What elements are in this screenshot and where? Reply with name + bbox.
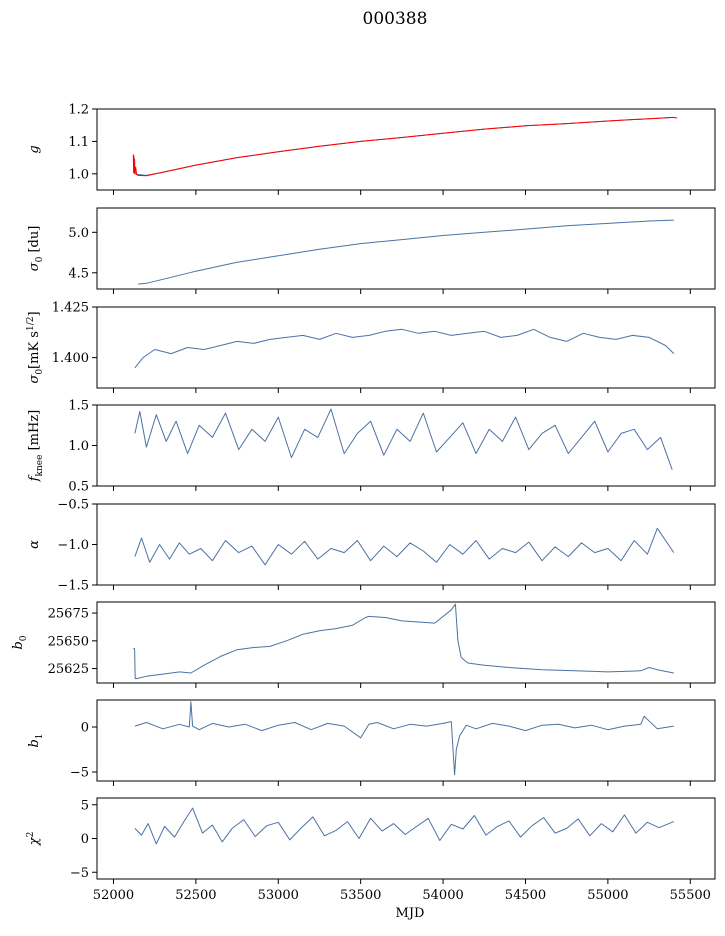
sigma0-mks-ytick-label: 1.425: [52, 301, 89, 316]
g-y-axis-label: g: [27, 145, 42, 153]
alpha-ytick-label: −1.5: [57, 579, 89, 594]
g-series-1-line: [132, 116, 678, 177]
b1-series-0-line: [134, 701, 674, 776]
xtick-label: 54500: [505, 888, 546, 903]
panel-chi2: −5 0 5 52000 52500 53000 53500 54000 54500 55000 5…: [26, 797, 716, 921]
subplot-stack: 1.0 1.1 1.2 g 4.5 5.0 σ0 [du] 1.400 1.425 σ0[mK s…: [11, 103, 716, 921]
chi2-axes-frame: [96, 797, 716, 880]
sigma0-du-ytick-label: 5.0: [68, 226, 89, 241]
g-ytick-label: 1.2: [68, 103, 89, 118]
g-ytick-label: 1.0: [68, 167, 89, 182]
xtick-label: 52500: [175, 888, 216, 903]
g-series-0-line: [133, 116, 674, 176]
xtick-label: 53000: [258, 888, 299, 903]
chi2-ytick-label: 0: [81, 832, 89, 847]
fknee-series-0-line: [134, 408, 673, 470]
b0-ytick-label: 25625: [48, 662, 89, 677]
chi2-ytick-label: −5: [70, 866, 89, 881]
xtick-label: 52000: [93, 888, 134, 903]
b1-ytick-label: −5: [70, 766, 89, 781]
fknee-ytick-label: 1.5: [68, 399, 89, 414]
alpha-axes-frame: [96, 503, 716, 586]
sigma0-mks-y-axis-label: σ0[mK s1/2]: [26, 311, 45, 383]
sigma0-du-ytick-label: 4.5: [68, 266, 89, 281]
xtick-label: 53500: [340, 888, 381, 903]
g-ytick-label: 1.1: [68, 135, 89, 150]
alpha-series-0-line: [134, 527, 675, 566]
b1-y-axis-label: b1: [27, 733, 45, 747]
chi2-y-axis-label: χ2: [26, 832, 42, 847]
panel-fknee: 0.5 1.0 1.5 fknee [mHz]: [27, 399, 716, 495]
xtick-label: 54000: [422, 888, 463, 903]
panel-sigma0-du: 4.5 5.0 σ0 [du]: [27, 207, 716, 294]
b0-y-axis-label: b0: [11, 635, 29, 649]
b1-ytick-label: 0: [81, 721, 89, 736]
chi2-ytick-label: 5: [81, 798, 89, 813]
panel-b0: 25625 25650 25675 b0: [11, 601, 716, 688]
sigma0-du-series-0-line: [138, 219, 674, 285]
figure-title: 000388: [363, 9, 428, 29]
b0-ytick-label: 25650: [48, 634, 89, 649]
sigma0-mks-axes-frame: [96, 306, 716, 389]
alpha-y-axis-label: α: [27, 540, 42, 549]
xtick-label: 55000: [587, 888, 628, 903]
panel-g: 1.0 1.1 1.2 g: [27, 103, 716, 195]
b1-axes-frame: [96, 699, 716, 782]
panel-b1: −5 0 b1: [27, 699, 716, 786]
panel-sigma0-mks: 1.400 1.425 σ0[mK s1/2]: [26, 301, 716, 393]
g-axes-frame: [96, 108, 716, 191]
fknee-ytick-label: 0.5: [68, 480, 89, 495]
fknee-ytick-label: 1.0: [68, 439, 89, 454]
panel-alpha: −1.5 −1.0 −0.5 α: [27, 498, 716, 594]
b0-axes-frame: [96, 601, 716, 684]
sigma0-mks-series-0-line: [134, 328, 675, 369]
x-axis-label: MJD: [396, 906, 425, 921]
fknee-axes-frame: [96, 404, 716, 487]
sigma0-du-y-axis-label: σ0 [du]: [27, 226, 45, 272]
b0-ytick-label: 25675: [48, 607, 89, 622]
sigma0-mks-ytick-label: 1.400: [52, 351, 89, 366]
alpha-ytick-label: −1.0: [57, 538, 89, 553]
sigma0-du-axes-frame: [96, 207, 716, 290]
b0-series-0-line: [133, 603, 674, 680]
chi2-series-0-line: [134, 807, 674, 845]
alpha-ytick-label: −0.5: [57, 498, 89, 513]
fknee-y-axis-label: fknee [mHz]: [27, 410, 45, 483]
xtick-label: 55500: [670, 888, 711, 903]
